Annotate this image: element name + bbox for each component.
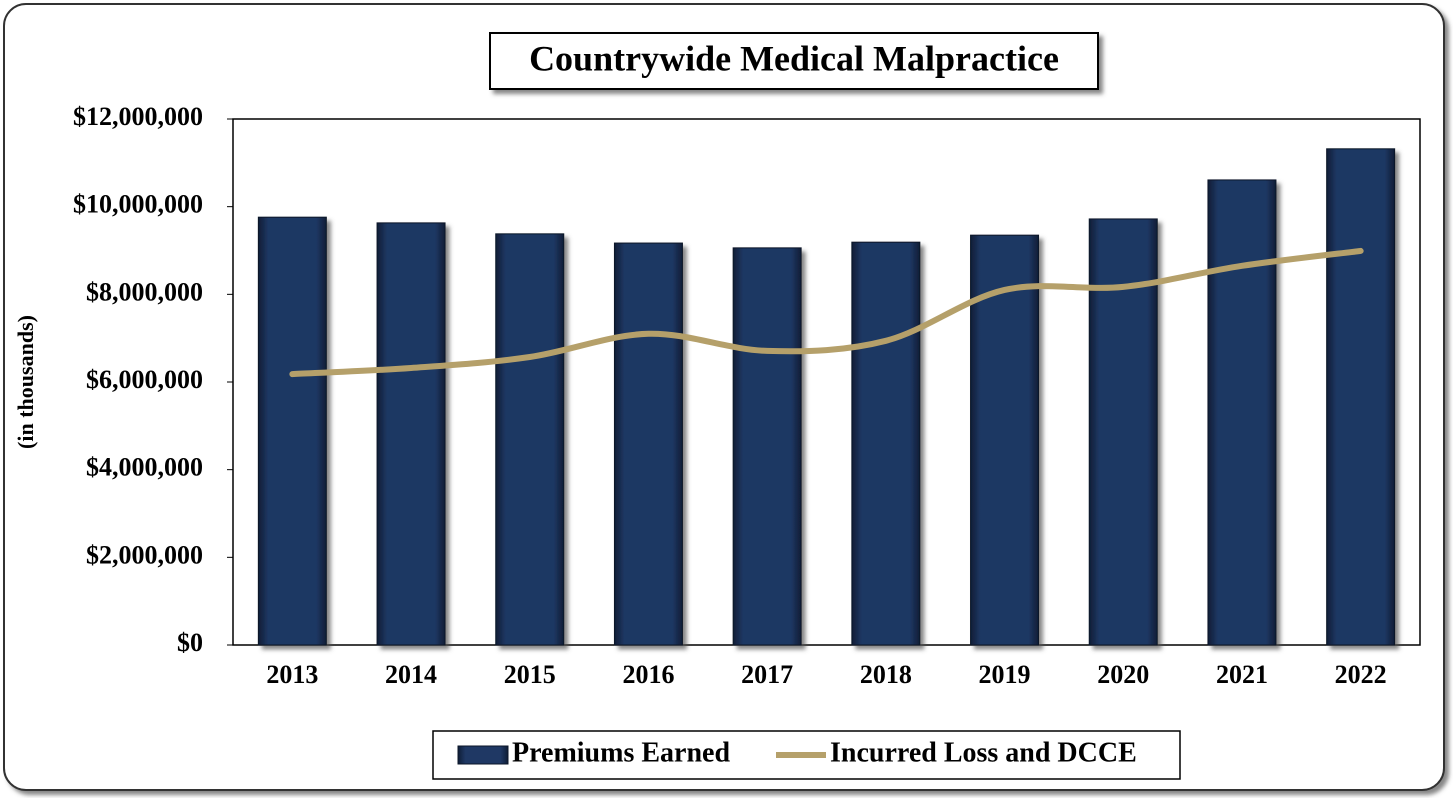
legend-label: Incurred Loss and DCCE (830, 737, 1137, 768)
bar (732, 247, 802, 646)
x-tick-label: 2022 (1335, 660, 1387, 689)
bar (851, 241, 921, 646)
y-tick-label: $2,000,000 (86, 540, 203, 569)
y-tick-label: $0 (177, 628, 203, 657)
bar (613, 242, 683, 646)
x-tick-label: 2021 (1216, 660, 1268, 689)
x-tick-label: 2019 (979, 660, 1031, 689)
chart-frame (3, 3, 1445, 791)
y-tick-label: $10,000,000 (73, 190, 203, 219)
x-tick-label: 2018 (860, 660, 912, 689)
bar (376, 222, 446, 646)
x-tick-label: 2014 (385, 660, 437, 689)
y-tick-label: $12,000,000 (73, 102, 203, 131)
x-tick-label: 2016 (622, 660, 674, 689)
legend-label: Premiums Earned (512, 737, 730, 768)
x-tick-label: 2013 (266, 660, 318, 689)
title-box (489, 32, 1099, 90)
y-tick-label: $4,000,000 (86, 453, 203, 482)
legend-swatch (457, 745, 509, 765)
chart-title: Countrywide Medical Malpractice (529, 38, 1059, 78)
x-tick-label: 2020 (1097, 660, 1149, 689)
y-axis-label: (in thousands) (13, 315, 38, 449)
bar (1326, 148, 1396, 646)
bar (970, 234, 1040, 646)
bar (257, 216, 327, 646)
x-tick-label: 2015 (504, 660, 556, 689)
y-tick-label: $6,000,000 (86, 365, 203, 394)
line (289, 247, 1364, 378)
bar (495, 233, 565, 646)
y-tick-label: $8,000,000 (86, 277, 203, 306)
x-tick-label: 2017 (741, 660, 793, 689)
bar (1207, 179, 1277, 646)
